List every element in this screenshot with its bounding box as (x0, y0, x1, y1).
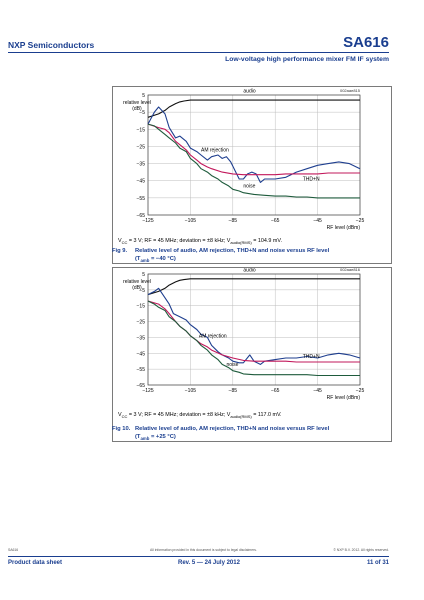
plot-frame (147, 94, 361, 216)
y-tick-label: −15 (137, 127, 146, 133)
x-tick-label: −125 (142, 388, 153, 394)
x-tick-label: −105 (185, 388, 196, 394)
y-axis-label: relative level (123, 100, 151, 106)
series-line-audio (147, 99, 360, 118)
x-tick-label: −45 (313, 388, 322, 394)
footer-page: 11 of 31 (366, 560, 389, 566)
x-tick-label: −85 (229, 388, 238, 394)
series-annotation: THD+N (303, 354, 320, 360)
figure-9-chart: 5−5−15−25−35−45−55−65−125 −105 −85 −65 −45 −2… (123, 88, 365, 231)
y-tick-label: −25 (137, 320, 146, 326)
y-tick-label: 5 (142, 272, 145, 278)
y-tick-label: −45 (137, 351, 146, 357)
series-annotation: noise (226, 362, 238, 368)
y-tick-label: 5 (142, 93, 145, 99)
plot-frame (147, 273, 361, 386)
x-tick-label: −65 (271, 388, 280, 394)
series-annotation: THD+N (303, 177, 320, 183)
x-tick-label: −85 (229, 218, 238, 224)
y-axis-unit: (dB) (132, 285, 142, 291)
figure-10-chart: 5−5−15−25−35−45−55−65−125 −105 −85 −65 −45 −2… (123, 267, 365, 401)
series-line-noise (147, 123, 360, 199)
series-line-am-rejection (147, 287, 361, 365)
series-line-am-rejection (147, 106, 361, 183)
series-line-thd-n (147, 123, 360, 176)
x-tick-label: −25 (356, 388, 365, 394)
series-line-thd-n (147, 300, 360, 363)
figure-9-box: 5 −5 −15 −25 −35 −45 −55 −65 −125 −105 −85 −65 −45 −2… (112, 86, 392, 264)
chart-id: 002aae815 (340, 88, 361, 93)
x-axis-label: RF level (dBm) (327, 395, 361, 401)
x-tick-label: −45 (313, 218, 322, 224)
y-tick-label: −25 (137, 144, 146, 150)
y-tick-label: −35 (137, 335, 146, 341)
footer-rule (8, 556, 389, 557)
series-line-audio (147, 278, 360, 296)
figure-9-conditions: VCC = 3 V; RF = 45 MHz; deviation = ±8 k… (118, 238, 282, 246)
x-tick-label: −125 (142, 218, 153, 224)
header-rule (8, 52, 389, 53)
figure-10-conditions: VCC = 3 V; RF = 45 MHz; deviation = ±8 k… (118, 412, 282, 420)
footer-notice: All information provided in this documen… (150, 548, 257, 552)
y-tick-label: −5 (139, 288, 145, 294)
y-tick-label: −35 (137, 162, 146, 168)
x-axis-label: RF level (dBm) (327, 225, 361, 231)
x-tick-label: −65 (271, 218, 280, 224)
footer-doc-id: SA616 (8, 548, 19, 552)
footer-copyright: © NXP B.V. 2012. All rights reserved. (333, 548, 389, 552)
figure-10-caption: Fig 10. Relative level of audio, AM rejec… (112, 426, 330, 442)
footer-revision: Rev. 5 — 24 July 2012 (178, 560, 240, 566)
y-axis-unit: (dB) (132, 106, 142, 112)
x-tick-label: −25 (356, 218, 365, 224)
figure-10-box: 5 −5 −15 −25 −35 −45 −55 −65 −125 −105 −85 −65 −45 −2… (112, 267, 392, 442)
y-tick-label: −65 (137, 213, 146, 219)
y-tick-label: −45 (137, 179, 146, 185)
y-tick-label: −15 (137, 304, 146, 310)
figure-9-caption: Fig 9. Relative level of audio, AM reject… (112, 248, 330, 264)
series-annotation: audio (243, 88, 255, 94)
series-annotation: AM rejection (199, 333, 227, 339)
y-tick-label: −5 (139, 110, 145, 116)
company-name: NXP Semiconductors (8, 40, 95, 50)
part-number: SA616 (343, 34, 389, 51)
footer-doc-type: Product data sheet (8, 560, 63, 566)
series-annotation: audio (243, 268, 255, 274)
series-annotation: AM rejection (201, 148, 229, 154)
y-axis-label: relative level (123, 279, 151, 285)
y-tick-label: −55 (137, 367, 146, 373)
chart-id: 002aae816 (340, 268, 361, 272)
y-tick-label: −55 (137, 196, 146, 202)
x-tick-label: −105 (185, 218, 196, 224)
y-tick-label: −65 (137, 383, 146, 389)
document-subtitle: Low-voltage high performance mixer FM IF… (225, 56, 389, 63)
series-line-noise (147, 300, 360, 377)
series-annotation: noise (243, 184, 255, 190)
